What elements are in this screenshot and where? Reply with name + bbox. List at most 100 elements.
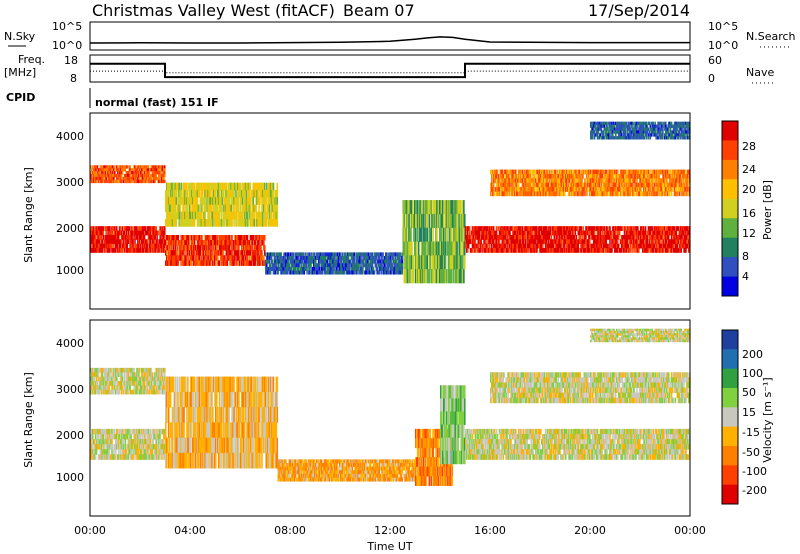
heatmap-cell (477, 235, 480, 240)
heatmap-cell (194, 211, 197, 220)
heatmap-cell (193, 250, 196, 256)
heatmap-cell (593, 230, 596, 236)
heatmap-cell (188, 260, 190, 266)
heatmap-cell (479, 243, 481, 249)
heatmap-cell (380, 263, 382, 268)
heatmap-cell (153, 179, 156, 184)
heatmap-cell (591, 226, 594, 231)
heatmap-cell (580, 248, 582, 253)
heatmap-cell (144, 226, 147, 231)
heatmap-cell (198, 204, 201, 213)
heatmap-cell (510, 226, 512, 231)
heatmap-cell (628, 239, 631, 245)
heatmap-cell (505, 230, 507, 236)
heatmap-cell (237, 197, 239, 205)
heatmap-cell (518, 243, 521, 249)
heatmap-cell (492, 239, 495, 245)
heatmap-cell (683, 239, 685, 245)
heatmap-cell (263, 245, 265, 251)
heatmap-cell (168, 235, 171, 241)
heatmap-cell (285, 266, 287, 271)
heatmap-cell (136, 174, 138, 178)
heatmap-cell (373, 252, 376, 257)
heatmap-cell (633, 235, 635, 240)
heatmap-cell (242, 189, 245, 198)
heatmap-cell (242, 182, 245, 191)
heatmap-cell (220, 255, 223, 261)
heatmap-cell (308, 259, 310, 264)
heatmap-cell (466, 243, 469, 249)
heatmap-cell (344, 263, 347, 268)
heatmap-cell (524, 226, 527, 231)
heatmap-cell (547, 239, 550, 245)
heatmap-cell (151, 235, 154, 240)
heatmap-cell (584, 230, 586, 236)
heatmap-cell (241, 204, 244, 213)
heatmap-cell (223, 197, 226, 205)
heatmap-cell (276, 182, 279, 191)
heatmap-cell (582, 226, 584, 231)
heatmap-cell (576, 243, 579, 249)
heatmap-cell (149, 168, 152, 172)
heatmap-cell (305, 266, 307, 271)
heatmap-cell (266, 197, 268, 205)
heatmap-cell (239, 235, 241, 241)
heatmap-cell (130, 171, 132, 175)
heatmap-cell (175, 255, 178, 261)
heatmap-cell (668, 226, 671, 231)
heatmap-cell (442, 213, 445, 229)
heatmap-cell (185, 260, 187, 266)
heatmap-cell (128, 176, 131, 181)
heatmap-cell (409, 255, 411, 270)
heatmap-cell (421, 241, 424, 256)
heatmap-cell (223, 182, 226, 191)
heatmap-cell (99, 243, 102, 249)
heatmap-cell (110, 168, 112, 172)
heatmap-cell (264, 204, 266, 213)
heatmap-cell (501, 248, 504, 253)
heatmap-cell (208, 250, 210, 256)
heatmap-cell (489, 230, 491, 236)
heatmap-cell (587, 230, 589, 236)
heatmap-cell (320, 252, 323, 257)
heatmap-cell (509, 243, 511, 249)
heatmap-cell (143, 174, 146, 178)
heatmap-cell (197, 250, 200, 256)
heatmap-cell (253, 260, 256, 266)
heatmap-cell (266, 182, 268, 191)
heatmap-cell (399, 266, 402, 271)
heatmap-cell (165, 197, 167, 205)
heatmap-cell (120, 235, 123, 240)
heatmap-cell (153, 171, 156, 175)
heatmap-cell (114, 168, 116, 172)
heatmap-cell (277, 259, 280, 264)
heatmap-cell (251, 197, 254, 205)
heatmap-cell (482, 226, 484, 231)
heatmap-cell (355, 270, 357, 275)
heatmap-cell (320, 266, 323, 271)
heatmap-cell (99, 174, 102, 178)
heatmap-cell (216, 250, 219, 256)
heatmap-cell (426, 200, 429, 215)
heatmap-cell (172, 182, 175, 191)
heatmap-cell (523, 248, 526, 253)
heatmap-cell (403, 241, 406, 256)
heatmap-cell (584, 239, 586, 245)
heatmap-cell (155, 176, 157, 181)
heatmap-cell (100, 248, 103, 253)
heatmap-cell (628, 226, 631, 231)
heatmap-cell (497, 248, 500, 253)
heatmap-cell (547, 248, 550, 253)
heatmap-cell (109, 243, 111, 249)
heatmap-cell (152, 248, 155, 253)
heatmap-cell (122, 179, 125, 184)
heatmap-cell (401, 259, 404, 264)
heatmap-cell (552, 248, 555, 253)
heatmap-cell (180, 245, 182, 251)
heatmap-cell (169, 240, 172, 246)
heatmap-cell (93, 243, 96, 249)
heatmap-cell (200, 204, 203, 213)
heatmap-cell (104, 168, 106, 172)
heatmap-cell (191, 211, 194, 220)
heatmap-cell (275, 189, 278, 198)
